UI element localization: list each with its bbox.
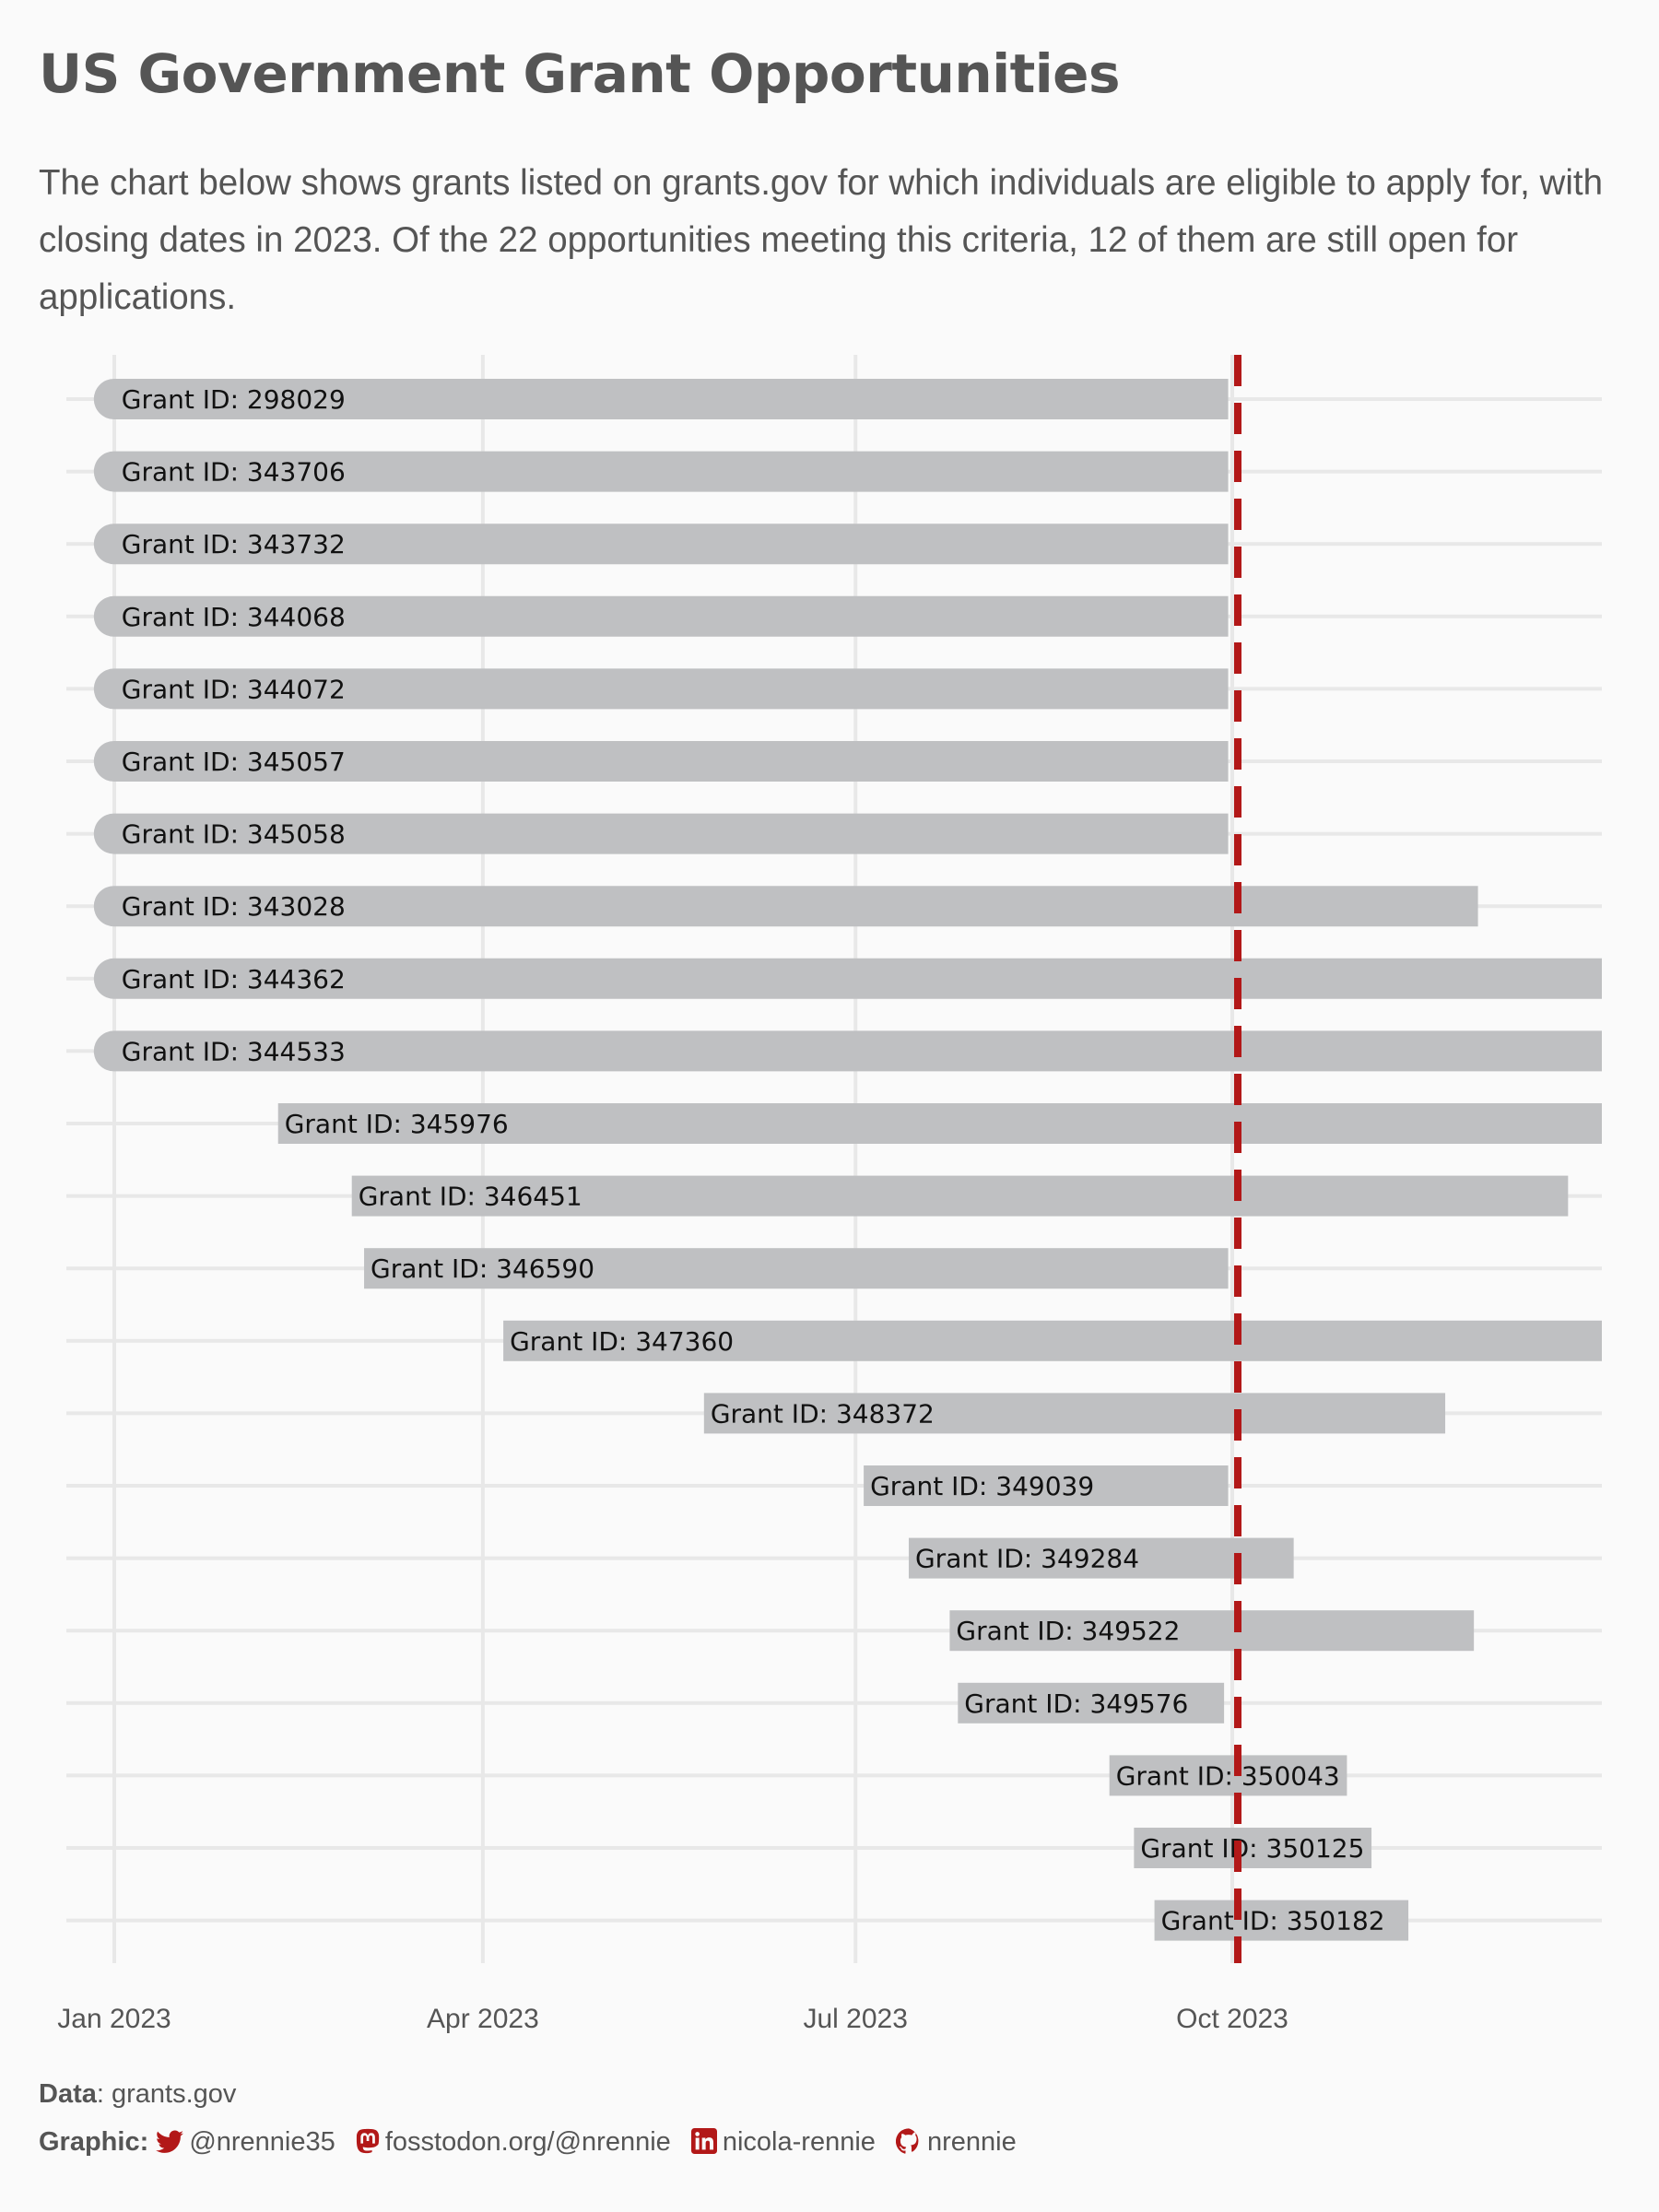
- grant-bar-rect: [949, 1610, 1475, 1652]
- grant-bar-rect: [277, 1103, 1602, 1144]
- grant-bar-label: Grant ID: 343732: [122, 529, 346, 559]
- twitter-icon: [156, 2130, 184, 2153]
- grant-bar-label: Grant ID: 349576: [964, 1688, 1188, 1719]
- grant-bar-rect: [93, 379, 1229, 419]
- grant-bar: Grant ID: 350182: [1154, 1900, 1409, 1941]
- grant-bar-label: Grant ID: 349039: [870, 1471, 1094, 1501]
- x-axis-tick-labels: Jan 2023 Apr 2023 Jul 2023 Oct 2023: [57, 2004, 1288, 2034]
- grant-bar: Grant ID: 350125: [1134, 1828, 1372, 1868]
- grant-bar-label: Grant ID: 298029: [122, 384, 346, 415]
- grant-bar: Grant ID: 343732: [93, 524, 1229, 565]
- grant-bar-rect: [93, 451, 1229, 492]
- chart-subtitle: The chart below shows grants listed on g…: [39, 163, 1604, 317]
- grant-bar: Grant ID: 349039: [864, 1465, 1229, 1506]
- grant-bar-label: Grant ID: 347360: [510, 1326, 734, 1357]
- caption-graphic-line: Graphic: @nrennie35 fosstodon.org/@nrenn…: [39, 2118, 1030, 2166]
- grant-bar-label: Grant ID: 346451: [359, 1182, 582, 1212]
- grant-bar-label: Grant ID: 349284: [915, 1544, 1139, 1574]
- grant-bar-label: Grant ID: 350043: [1116, 1760, 1340, 1791]
- github-icon: [895, 2128, 919, 2154]
- grant-bar-rect: [1134, 1828, 1372, 1868]
- grant-bar-rect: [908, 1537, 1294, 1579]
- grant-bar: Grant ID: 345976: [277, 1103, 1602, 1144]
- grant-bar-rect: [93, 524, 1229, 565]
- grant-bar: Grant ID: 343028: [93, 886, 1478, 927]
- grant-bar: Grant ID: 346451: [351, 1175, 1569, 1217]
- grant-bar-rect: [93, 595, 1229, 637]
- github-handle: nrennie: [926, 2127, 1017, 2157]
- twitter-handle: @nrennie35: [189, 2127, 335, 2157]
- grant-bar-label: Grant ID: 344533: [122, 1036, 346, 1066]
- mastodon-handle: fosstodon.org/@nrennie: [384, 2127, 671, 2157]
- grant-bar: Grant ID: 344072: [93, 668, 1229, 710]
- grant-bar-label: Grant ID: 344068: [122, 602, 346, 632]
- grant-bar-label: Grant ID: 343028: [122, 891, 346, 922]
- grant-bar: Grant ID: 349522: [949, 1610, 1475, 1652]
- grant-bar-rect: [93, 886, 1478, 927]
- grant-bar-rect: [93, 1030, 1602, 1072]
- grant-bar-rect: [1109, 1755, 1347, 1796]
- grant-bar: Grant ID: 345058: [93, 813, 1229, 854]
- grant-bar-rect: [351, 1175, 1569, 1217]
- grant-bar-rect: [93, 668, 1229, 710]
- grant-bar-label: Grant ID: 344072: [122, 674, 346, 704]
- grant-bar-rect: [93, 958, 1602, 999]
- gantt-chart: Grant ID: 298029 Grant ID: 343706 Grant ID…: [57, 355, 1602, 2034]
- x-tick-label: Apr 2023: [427, 2004, 539, 2034]
- grant-bar-rect: [958, 1682, 1225, 1724]
- grant-bar: Grant ID: 346590: [364, 1248, 1229, 1289]
- grant-bars: Grant ID: 298029 Grant ID: 343706 Grant ID…: [93, 379, 1602, 1941]
- grant-bar: Grant ID: 348372: [703, 1393, 1446, 1434]
- linkedin-handle: nicola-rennie: [722, 2127, 876, 2157]
- mastodon-link[interactable]: fosstodon.org/@nrennie: [356, 2118, 671, 2166]
- grant-bar-label: Grant ID: 348372: [711, 1398, 935, 1429]
- grant-bar-label: Grant ID: 349522: [956, 1616, 1180, 1646]
- grant-bar-rect: [503, 1320, 1602, 1361]
- grant-bar-label: Grant ID: 350125: [1140, 1833, 1364, 1864]
- grant-bar: Grant ID: 343706: [93, 451, 1229, 492]
- grant-bar-label: Grant ID: 345058: [122, 819, 346, 850]
- twitter-link[interactable]: @nrennie35: [156, 2118, 335, 2166]
- caption-data-value: : grants.gov: [96, 2079, 237, 2109]
- caption-data-label: Data: [39, 2079, 97, 2109]
- grant-bar: Grant ID: 347360: [503, 1320, 1602, 1361]
- grant-bar-label: Grant ID: 343706: [122, 457, 346, 488]
- x-tick-label: Oct 2023: [1176, 2004, 1288, 2034]
- grant-bar-rect: [864, 1465, 1229, 1506]
- grant-bar-label: Grant ID: 350182: [1161, 1906, 1385, 1936]
- x-tick-label: Jul 2023: [804, 2004, 908, 2034]
- x-tick-label: Jan 2023: [57, 2004, 171, 2034]
- caption-data-line: Data: grants.gov: [39, 2070, 1030, 2118]
- chart-title: US Government Grant Opportunities: [39, 42, 1121, 105]
- linkedin-icon: [690, 2128, 717, 2154]
- grant-bar-rect: [364, 1248, 1229, 1289]
- grant-bar: Grant ID: 345057: [93, 741, 1229, 782]
- grant-bar: Grant ID: 344533: [93, 1030, 1602, 1072]
- grant-bar: Grant ID: 349284: [908, 1537, 1294, 1579]
- grant-bar: Grant ID: 349576: [958, 1682, 1225, 1724]
- grant-bar-label: Grant ID: 344362: [122, 964, 346, 994]
- grant-bar-label: Grant ID: 345976: [285, 1109, 509, 1139]
- github-link[interactable]: nrennie: [895, 2118, 1017, 2166]
- grant-bar-rect: [93, 741, 1229, 782]
- mastodon-icon: [356, 2128, 380, 2154]
- grant-bar-rect: [703, 1393, 1446, 1434]
- grant-bar-label: Grant ID: 345057: [122, 747, 346, 777]
- grant-bar: Grant ID: 344068: [93, 595, 1229, 637]
- grant-bar: Grant ID: 344362: [93, 958, 1602, 999]
- grant-bar-rect: [93, 813, 1229, 854]
- grant-bar: Grant ID: 350043: [1109, 1755, 1347, 1796]
- grant-bar-label: Grant ID: 346590: [371, 1253, 594, 1284]
- caption-graphic-label: Graphic:: [39, 2127, 149, 2157]
- grant-bar-rect: [1154, 1900, 1409, 1941]
- grant-bar: Grant ID: 298029: [93, 379, 1229, 419]
- caption: Data: grants.gov Graphic: @nrennie35 fos…: [39, 2070, 1030, 2166]
- linkedin-link[interactable]: nicola-rennie: [690, 2118, 876, 2166]
